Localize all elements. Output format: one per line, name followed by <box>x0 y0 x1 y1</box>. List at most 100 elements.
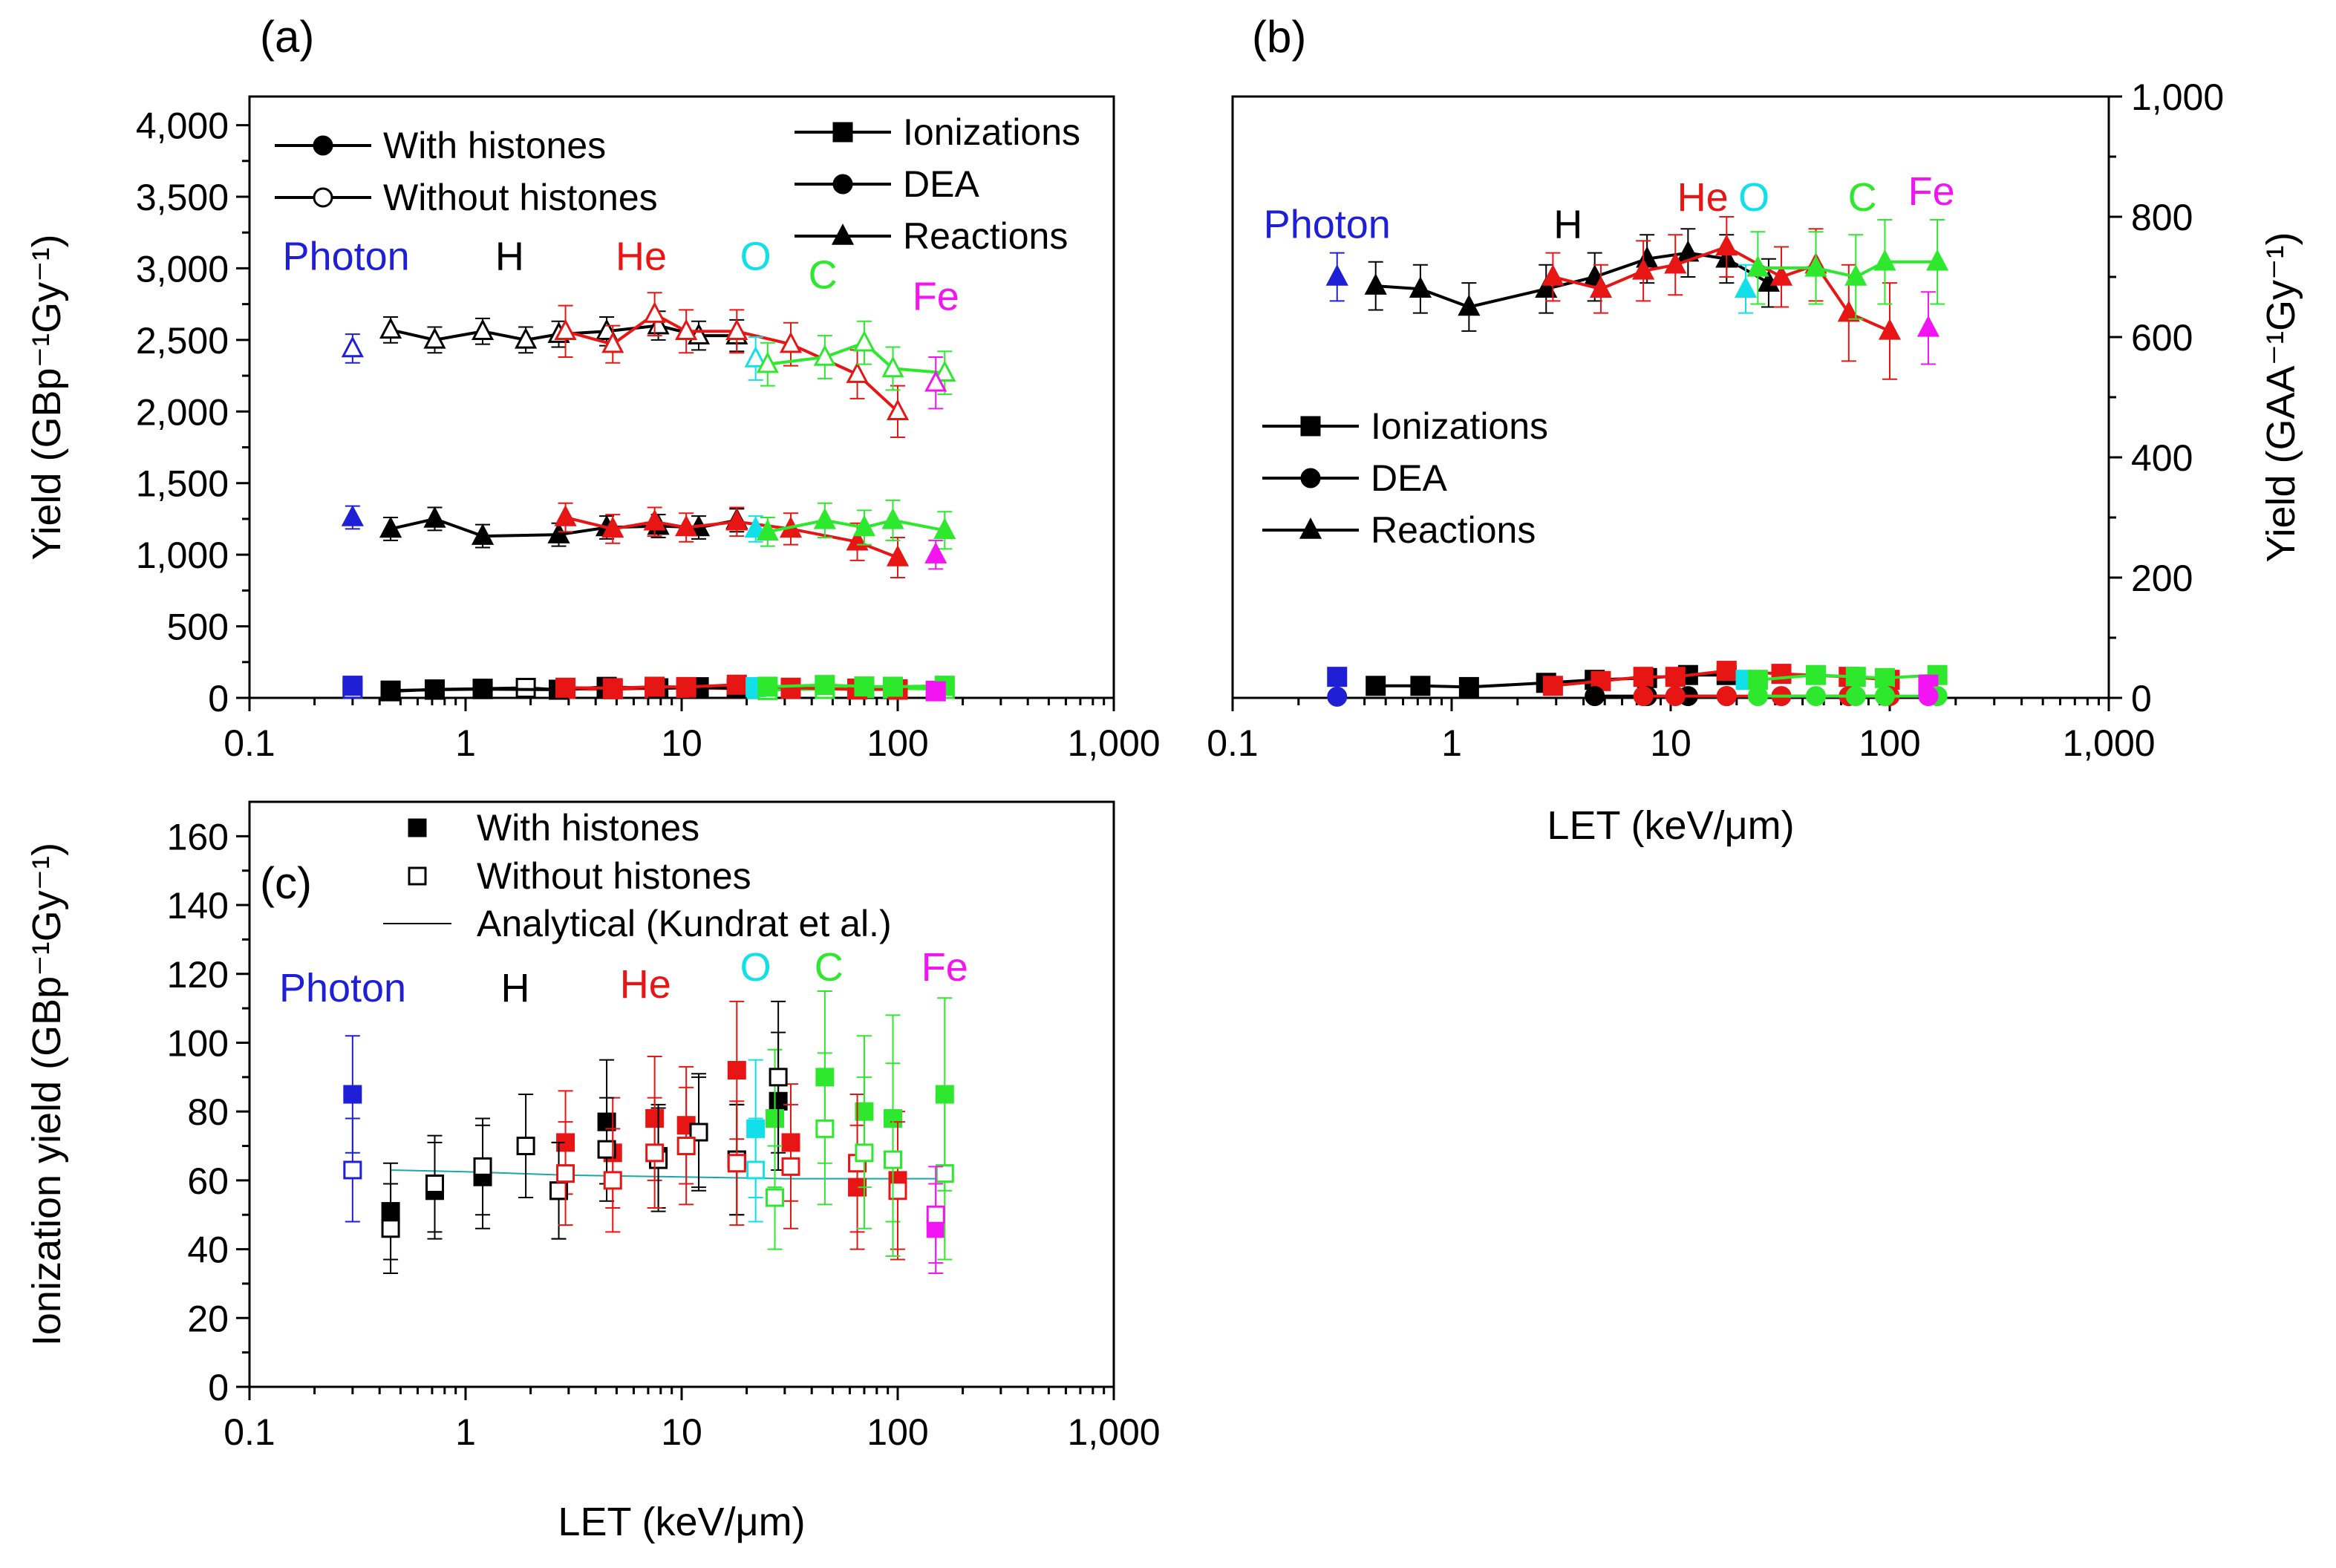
plot-frame <box>248 95 1115 699</box>
data-point <box>846 362 869 383</box>
particle-label: Photon <box>1264 202 1391 246</box>
data-point <box>1845 667 1866 687</box>
y-tick-label: 400 <box>2131 437 2193 479</box>
x-tick-label: 1 <box>1441 722 1462 764</box>
particle-label: O <box>740 945 771 990</box>
series-Photon <box>1327 686 1348 707</box>
series-line <box>565 516 898 559</box>
panel-a: 0.1 1 10 100 1,000 0 500 1,000 1,500 2,000 2,500 3,… <box>25 12 1161 764</box>
series-Photon <box>341 333 364 364</box>
data-point <box>471 523 495 545</box>
panel-label: (b) <box>1252 12 1306 62</box>
legend-marker <box>832 122 853 143</box>
data-point <box>1458 294 1481 316</box>
legend-entry: Reactions <box>1371 509 1536 551</box>
data-point <box>601 331 624 353</box>
legend-ionization: With histones Without histones Analytical … <box>383 807 892 944</box>
y-tick-label: 160 <box>167 816 229 858</box>
series-Fe <box>924 539 947 570</box>
series-H <box>381 1000 788 1275</box>
y-tick-label: 800 <box>2131 197 2193 238</box>
data-point <box>726 674 747 695</box>
legend-entry: Without histones <box>383 177 658 218</box>
series-line <box>565 312 899 413</box>
y-tick-label: 120 <box>167 954 229 996</box>
series-He <box>556 1086 907 1261</box>
series-C <box>756 499 956 550</box>
data-point <box>855 1143 874 1163</box>
data-point <box>924 542 947 564</box>
data-point <box>603 1171 622 1190</box>
data-point <box>1665 667 1686 687</box>
data-point <box>815 675 835 696</box>
data-point <box>675 318 698 341</box>
series-C <box>1746 219 1949 320</box>
y-tick-label: 600 <box>2131 317 2193 359</box>
particle-label: Photon <box>283 234 410 278</box>
particle-label: C <box>809 252 838 297</box>
legend-marker <box>1300 468 1321 489</box>
particle-label: C <box>815 945 844 990</box>
data-point <box>1926 249 1949 271</box>
data-point <box>935 1164 954 1183</box>
series-H <box>1364 228 1780 332</box>
data-point <box>379 516 402 538</box>
data-point <box>473 1157 492 1176</box>
series-Fe <box>926 1166 945 1264</box>
series-C <box>1747 664 1948 690</box>
y-axis-label: Yield (GBp⁻¹Gy⁻¹) <box>25 234 69 560</box>
data-point <box>933 517 956 540</box>
y-tick-label: 80 <box>187 1091 229 1133</box>
particle-label: He <box>1677 175 1729 220</box>
legend-marker <box>408 866 427 886</box>
y-axis-label: Ionization yield (GBp⁻¹Gy⁻¹) <box>25 843 69 1346</box>
data-point <box>380 680 401 701</box>
data-point <box>647 313 670 335</box>
data-point <box>423 506 446 528</box>
data-point <box>1541 264 1565 286</box>
data-point <box>1918 686 1939 707</box>
particle-label: H <box>495 234 524 278</box>
y-tick-label: 4,000 <box>136 105 229 147</box>
data-point <box>933 360 956 382</box>
y-tick-label: 3,500 <box>136 177 229 218</box>
data-point <box>675 514 698 537</box>
particle-label: Fe <box>921 945 968 990</box>
series-O <box>744 336 767 381</box>
series-H <box>381 1031 788 1261</box>
particle-label: Fe <box>1908 169 1955 214</box>
series-Fe <box>1916 291 1940 365</box>
data-point <box>471 318 495 341</box>
y-tick-label: 1,500 <box>136 463 229 505</box>
data-point <box>886 545 910 566</box>
x-tick-label: 0.1 <box>224 1411 275 1453</box>
data-point <box>425 1175 444 1194</box>
data-point <box>1746 255 1769 277</box>
series-He <box>1541 216 1902 380</box>
series-Photon <box>1327 667 1348 687</box>
data-point <box>925 681 946 702</box>
data-point <box>645 1143 665 1163</box>
x-tick-label: 100 <box>867 722 928 764</box>
x-tick-label: 100 <box>867 1411 928 1453</box>
data-point <box>1716 686 1737 707</box>
data-point <box>883 676 904 697</box>
data-point <box>1327 686 1348 707</box>
y-tick-label: 0 <box>208 1367 229 1408</box>
y-tick-label: 2,000 <box>136 391 229 433</box>
x-tick-label: 10 <box>661 722 702 764</box>
x-tick-label: 1 <box>455 722 476 764</box>
data-point <box>423 327 446 349</box>
data-point <box>1716 661 1737 682</box>
data-point <box>779 331 803 353</box>
data-point <box>1633 686 1654 707</box>
data-point <box>1837 300 1860 322</box>
y-tick-label: 200 <box>2131 558 2193 599</box>
data-point <box>769 1068 788 1087</box>
series-C <box>766 990 954 1223</box>
x-axis-label: LET (keV/μm) <box>1547 803 1794 848</box>
series-line <box>1375 251 1769 309</box>
x-tick-label: 10 <box>661 1411 702 1453</box>
data-point <box>381 1219 400 1238</box>
